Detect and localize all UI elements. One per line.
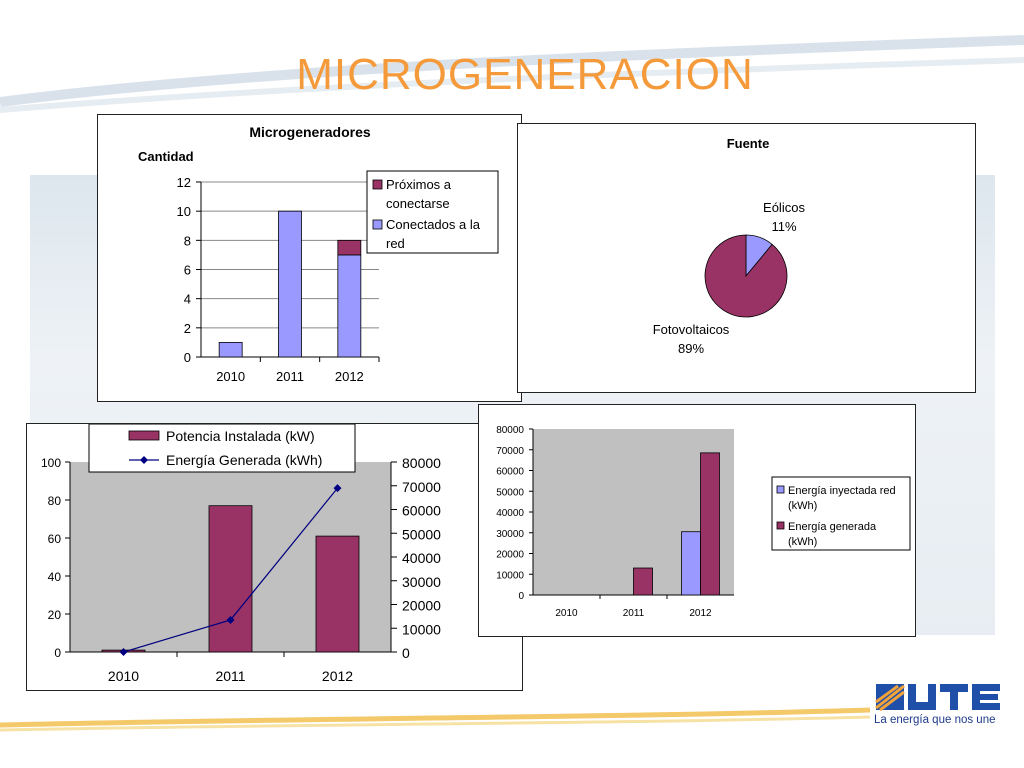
legend-swatch	[776, 521, 785, 530]
legend-label: conectarse	[386, 196, 450, 211]
right-y-tick-label: 40000	[402, 550, 441, 566]
y-tick-label: 20000	[496, 550, 524, 561]
legend-label: Energía generada	[788, 521, 877, 533]
microgeneradores-panel: Microgeneradores Cantidad 0 2 4 6 8 10 12 2010 201…	[97, 114, 522, 402]
left-y-tick-label: 40	[48, 570, 62, 584]
chart-title: Fuente	[727, 136, 770, 151]
legend-marker	[140, 456, 148, 464]
y-tick-label: 8	[184, 233, 191, 248]
right-y-tick-label: 20000	[402, 598, 441, 614]
legend-label: Potencia Instalada (kW)	[166, 428, 315, 444]
line-point	[226, 615, 235, 624]
y-tick-label: 12	[177, 175, 191, 190]
legend-label: Próximos a	[386, 177, 452, 192]
slice-pct-label: 11%	[771, 219, 796, 234]
x-tick-label: 2012	[335, 369, 364, 384]
x-tick-label: 2011	[215, 668, 245, 684]
y-tick-label: 2	[184, 321, 191, 336]
y-tick-label: 10	[177, 204, 191, 219]
potencia-energia-panel: 0 20 40 60 80 100 0 10000 20000 30000 40000 50000 60…	[26, 423, 523, 691]
y-tick-label: 60000	[496, 467, 524, 478]
y-tick-label: 80000	[496, 425, 524, 436]
left-y-tick-label: 80	[48, 494, 62, 508]
y-tick-label: 0	[518, 591, 524, 602]
y-tick-label: 40000	[496, 508, 524, 519]
x-tick-label: 2010	[216, 369, 245, 384]
chart-title: Microgeneradores	[249, 124, 371, 140]
x-tick-label: 2011	[623, 608, 645, 619]
legend-swatch	[372, 219, 383, 230]
legend-label: Energía inyectada red	[788, 485, 896, 497]
left-y-tick-label: 100	[41, 456, 61, 470]
slice-label: Fotovoltaicos	[653, 322, 730, 337]
bar	[681, 531, 701, 596]
bar	[633, 567, 653, 596]
right-y-tick-label: 10000	[402, 621, 441, 637]
ute-logo	[875, 684, 1000, 712]
tagline: La energía que nos une	[874, 714, 996, 726]
x-tick-label: 2010	[555, 608, 578, 619]
left-y-tick-label: 20	[48, 608, 62, 622]
x-tick-label: 2010	[108, 668, 139, 684]
legend-box	[366, 170, 499, 254]
pie-slice	[704, 234, 788, 318]
legend-swatch	[372, 179, 383, 190]
y-axis-label: Cantidad	[138, 149, 194, 164]
fuente-panel: Fuente Eólicos 11% Fotovoltaicos 89%	[517, 123, 976, 393]
bar	[278, 210, 302, 358]
bar	[218, 342, 243, 358]
y-tick-label: 0	[184, 350, 191, 365]
legend-label: red	[386, 236, 405, 251]
x-tick-label: 2012	[322, 668, 353, 684]
line-point	[119, 648, 128, 656]
right-y-tick-label: 60000	[402, 503, 441, 519]
right-y-tick-label: 30000	[402, 574, 441, 590]
bar	[337, 254, 362, 358]
legend-label: Energía Generada (kWh)	[166, 452, 322, 468]
decorative-swoosh-bottom	[0, 707, 871, 732]
legend-swatch	[128, 430, 160, 441]
bar	[315, 535, 360, 653]
right-y-tick-label: 70000	[402, 479, 441, 495]
y-tick-label: 4	[184, 292, 191, 307]
x-tick-label: 2011	[276, 369, 304, 384]
legend-box	[771, 476, 911, 551]
right-y-tick-label: 50000	[402, 526, 441, 542]
y-tick-label: 50000	[496, 487, 524, 498]
legend-swatch	[776, 485, 785, 494]
microgeneradores-chart: Microgeneradores Cantidad 0 2 4 6 8 10 12 2010 201…	[138, 124, 499, 384]
x-tick-label: 2012	[689, 608, 712, 619]
y-tick-label: 10000	[496, 570, 524, 581]
potencia-energia-chart: 0 20 40 60 80 100 0 10000 20000 30000 40000 50000 60…	[41, 423, 441, 684]
decorative-swoosh-top	[0, 35, 1024, 113]
legend-label: Conectados a la	[386, 217, 481, 232]
legend-label: (kWh)	[788, 500, 817, 512]
fuente-chart: Fuente Eólicos 11% Fotovoltaicos 89%	[653, 136, 806, 356]
page-title: MICROGENERACION	[296, 50, 754, 99]
bar	[337, 239, 362, 256]
right-y-tick-label: 80000	[402, 455, 441, 471]
left-y-tick-label: 60	[48, 532, 62, 546]
slice-pct-label: 89%	[678, 341, 704, 356]
line-point	[333, 484, 342, 493]
right-y-tick-label: 0	[402, 645, 410, 661]
energia-chart: 0 10000 20000 30000 40000 50000 60000 70000 8000…	[496, 425, 911, 619]
bar	[700, 452, 720, 596]
y-tick-label: 6	[184, 263, 191, 278]
energia-panel: 0 10000 20000 30000 40000 50000 60000 70000 8000…	[478, 404, 916, 637]
left-y-tick-label: 0	[54, 646, 61, 660]
bar	[208, 505, 253, 653]
y-tick-label: 70000	[496, 446, 524, 457]
slice-label: Eólicos	[763, 200, 805, 215]
y-tick-label: 30000	[496, 529, 524, 540]
legend-label: (kWh)	[788, 536, 817, 548]
